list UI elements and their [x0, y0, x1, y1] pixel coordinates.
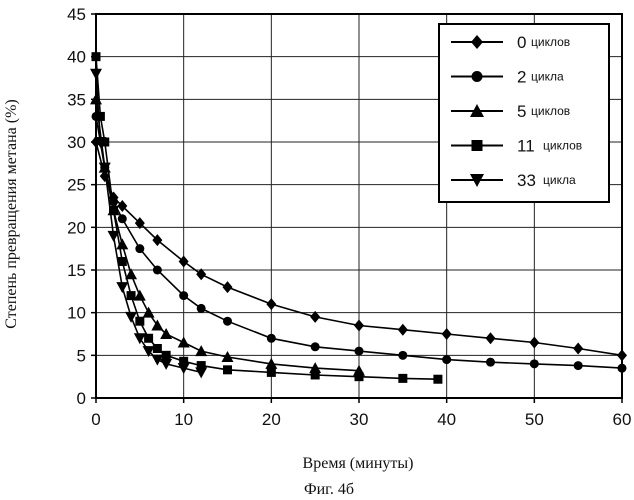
data-point-diamond [573, 343, 583, 355]
data-point-square [223, 365, 232, 374]
chart-figure: 0510152025303540450102030405060 0циклов2… [0, 0, 634, 500]
data-point-diamond [442, 328, 452, 340]
data-point-circle [472, 71, 483, 82]
x-tick-label: 10 [174, 410, 193, 429]
x-tick-label: 60 [613, 410, 632, 429]
series-4 [90, 69, 207, 379]
data-point-circle [311, 342, 320, 351]
data-point-triangle-down [134, 333, 146, 344]
data-point-circle [197, 304, 206, 313]
data-point-square [398, 374, 407, 383]
data-point-circle [355, 347, 364, 356]
series-line [96, 74, 201, 373]
data-point-diamond [354, 319, 364, 331]
legend-word: циклов [543, 139, 582, 153]
y-tick-label: 0 [77, 389, 86, 408]
data-point-circle [153, 266, 162, 275]
y-tick-label: 25 [67, 176, 86, 195]
data-point-square [311, 370, 320, 379]
legend-word: цикла [543, 173, 576, 187]
data-point-diamond [223, 281, 233, 293]
data-point-triangle-up [195, 345, 207, 356]
y-tick-label: 35 [67, 90, 86, 109]
y-axis-title: Степень превращения метана (%) [3, 99, 20, 328]
data-point-circle [574, 361, 583, 370]
legend: 0 циклов 2 цикла 5 циклов 11 циклов 33 цикла [439, 24, 609, 202]
legend-number: 0 [517, 33, 526, 52]
data-point-diamond [179, 255, 189, 267]
data-point-triangle-up [178, 337, 190, 348]
data-point-square [135, 317, 144, 326]
series-line [96, 57, 438, 380]
legend-number: 2 [517, 68, 526, 87]
data-point-square [472, 140, 483, 151]
x-tick-label: 50 [525, 410, 544, 429]
data-point-circle [135, 244, 144, 253]
data-point-circle [398, 351, 407, 360]
x-tick-label: 20 [262, 410, 281, 429]
data-point-circle [442, 355, 451, 364]
legend-word: цикла [531, 70, 564, 84]
data-point-circle [223, 317, 232, 326]
x-axis-title: Время (минуты) [303, 455, 414, 472]
data-point-diamond [266, 298, 276, 310]
legend-word: циклов [531, 104, 570, 118]
series-line [96, 99, 359, 370]
y-tick-label: 5 [77, 346, 86, 365]
data-point-diamond [529, 337, 539, 349]
x-tick-label: 40 [437, 410, 456, 429]
data-point-triangle-down [116, 282, 128, 293]
data-point-triangle-up [151, 319, 163, 330]
data-point-square [127, 291, 136, 300]
y-tick-label: 45 [67, 5, 86, 24]
figure-caption: Фиг. 4б [304, 481, 354, 498]
data-point-diamond [398, 324, 408, 336]
y-tick-label: 30 [67, 133, 86, 152]
x-tick-label: 0 [91, 410, 100, 429]
chart-svg: 0510152025303540450102030405060 0циклов2… [0, 0, 634, 500]
y-tick-label: 20 [67, 218, 86, 237]
data-point-square [162, 351, 171, 360]
data-point-square [433, 375, 442, 384]
x-tick-label: 30 [350, 410, 369, 429]
data-point-triangle-up [134, 290, 146, 301]
data-point-circle [267, 334, 276, 343]
y-tick-label: 15 [67, 261, 86, 280]
data-point-diamond [486, 332, 496, 344]
legend-number: 5 [517, 102, 526, 121]
data-point-square [355, 372, 364, 381]
data-point-circle [486, 358, 495, 367]
legend-word: циклов [531, 35, 570, 49]
data-point-triangle-down [195, 367, 207, 378]
y-tick-label: 40 [67, 48, 86, 67]
data-point-circle [530, 359, 539, 368]
data-point-circle [118, 214, 127, 223]
data-point-square [144, 334, 153, 343]
legend-number: 11 [517, 137, 535, 156]
data-point-circle [179, 291, 188, 300]
data-point-triangle-down [125, 312, 137, 323]
data-point-square [153, 344, 162, 353]
data-point-square [96, 112, 105, 121]
y-tick-label: 10 [67, 304, 86, 323]
data-point-square [267, 368, 276, 377]
legend-number: 33 [517, 171, 536, 190]
